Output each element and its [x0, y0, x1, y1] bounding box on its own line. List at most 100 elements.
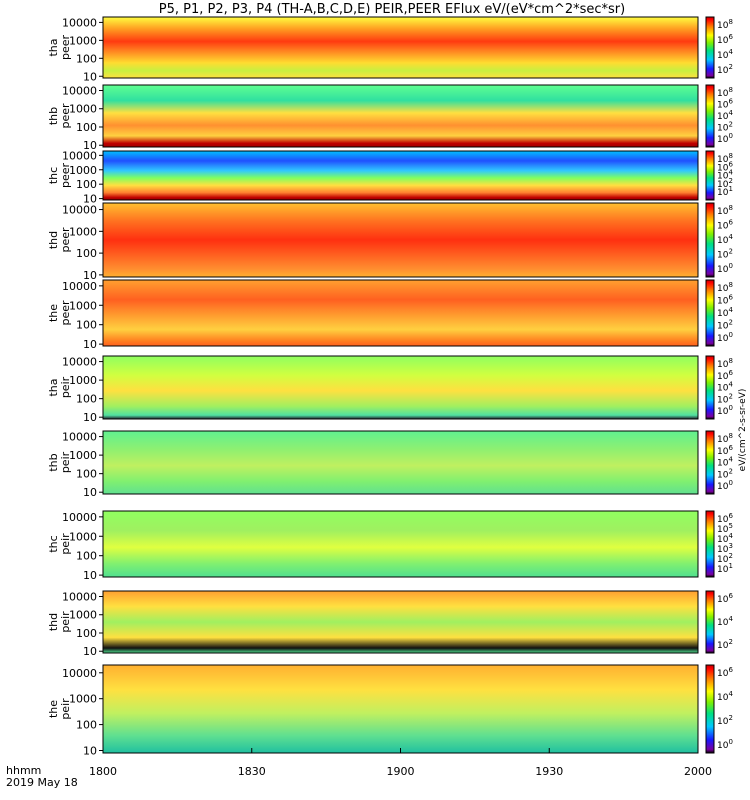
colorbar-tick-label: 106: [717, 666, 733, 679]
y-tick-label: 1000: [69, 374, 97, 387]
colorbar-thc-peir: [705, 510, 715, 578]
colorbar-tha-peir: [705, 355, 715, 420]
y-tick-label: 10000: [62, 149, 97, 162]
panel-label-tha-peer: thapeer: [47, 35, 72, 61]
colorbar-tick-label: 101: [717, 185, 733, 198]
colorbar-tick-label: 101: [717, 562, 733, 575]
colorbar-tick-label: 108: [717, 86, 733, 99]
colorbar-tick-label: 104: [717, 690, 733, 703]
panels-group: 10000100010010thapeer1081061041021000010…: [47, 16, 733, 757]
colorbar-tick-label: 106: [717, 369, 733, 382]
colorbar-tick-label: 106: [717, 98, 733, 111]
spectrogram-panel-tha-peir: [103, 356, 698, 419]
colorbar-tick-label: 102: [717, 177, 733, 190]
colorbar-tick-label: 100: [717, 331, 733, 344]
y-tick-label: 100: [76, 393, 97, 406]
y-tick-label: 100: [76, 468, 97, 481]
y-tick-label: 1000: [69, 299, 97, 312]
panel-frame: [102, 16, 699, 79]
colorbar-tick-label: 102: [717, 392, 733, 405]
colorbar-tick-label: 104: [717, 456, 733, 469]
y-tick-label: 10000: [62, 16, 97, 29]
y-tick-label: 100: [76, 627, 97, 640]
panel-label-thc-peir: thcpeir: [47, 533, 72, 555]
panel-frame: [102, 279, 699, 347]
y-tick-label: 100: [76, 719, 97, 732]
y-tick-label: 100: [76, 319, 97, 332]
spectrogram-panel-thc-peer: [103, 151, 698, 200]
colorbar-tick-label: 106: [717, 444, 733, 457]
colorbar-the-peer: [705, 279, 715, 347]
y-tick-label: 10: [83, 193, 97, 206]
y-tick-label: 1000: [69, 103, 97, 116]
colorbar-thb-peir: [705, 430, 715, 495]
colorbar-tick-label: 108: [717, 432, 733, 445]
colorbar-tick-label: 106: [717, 160, 733, 173]
y-tick-label: 10: [83, 269, 97, 282]
y-tick-label: 10000: [62, 356, 97, 369]
x-tick-label: 1830: [238, 765, 266, 778]
x-axis-label-date: 2019 May 18: [6, 776, 78, 789]
y-tick-label: 1000: [69, 609, 97, 622]
y-tick-label: 10: [83, 569, 97, 582]
panel-label-thc-peer: thcpeer: [47, 163, 72, 189]
panel-label-thb-peir: thbpeir: [47, 451, 72, 473]
spectrogram-panel-tha-peer: [103, 17, 698, 78]
panel-label-the-peir: thepeir: [47, 698, 72, 720]
colorbar-tick-label: 100: [717, 262, 733, 275]
y-tick-label: 10000: [62, 590, 97, 603]
colorbar-tick-label: 102: [717, 63, 733, 76]
y-tick-label: 1000: [69, 530, 97, 543]
panel-frame: [102, 430, 699, 495]
spectrogram-panel-the-peir: [103, 665, 698, 753]
y-tick-label: 10: [83, 338, 97, 351]
panel-frame: [102, 590, 699, 654]
y-tick-label: 1000: [69, 693, 97, 706]
panel-label-tha-peir: thapeir: [47, 376, 72, 398]
colorbar-tick-label: 100: [717, 404, 733, 417]
colorbar-tick-label: 105: [717, 522, 733, 535]
colorbar-tick-label: 102: [717, 467, 733, 480]
y-tick-label: 1000: [69, 164, 97, 177]
colorbar-tick-label: 102: [717, 714, 733, 727]
colorbar-tick-label: 104: [717, 306, 733, 319]
colorbar-tick-label: 104: [717, 233, 733, 246]
panel-frame: [102, 355, 699, 420]
colorbar-tick-label: 103: [717, 542, 733, 555]
colorbar-tick-label: 106: [717, 294, 733, 307]
panel-label-thd-peir: thdpeir: [47, 611, 72, 633]
colorbar-tick-label: 108: [717, 357, 733, 370]
colorbar-thd-peir: [705, 590, 715, 654]
colorbar-tick-label: 102: [717, 638, 733, 651]
y-tick-label: 100: [76, 247, 97, 260]
y-tick-label: 100: [76, 550, 97, 563]
colorbar-tick-label: 108: [717, 204, 733, 217]
spectrogram-panel-the-peer: [103, 280, 698, 346]
colorbar-tick-label: 106: [717, 512, 733, 525]
colorbar-tick-label: 100: [717, 479, 733, 492]
y-tick-label: 10000: [62, 667, 97, 680]
spectrogram-panel-thc-peir: [103, 511, 698, 577]
x-tick-label: 2000: [684, 765, 712, 778]
colorbar-tick-label: 100: [717, 738, 733, 751]
colorbar-tick-label: 104: [717, 109, 733, 122]
colorbar-tick-label: 108: [717, 281, 733, 294]
panel-frame: [102, 510, 699, 578]
colorbar-tick-label: 102: [717, 319, 733, 332]
y-tick-label: 10: [83, 645, 97, 658]
chart-title: P5, P1, P2, P3, P4 (TH-A,B,C,D,E) PEIR,P…: [159, 2, 625, 17]
panel-label-thb-peer: thbpeer: [47, 103, 72, 129]
colorbar-tick-label: 104: [717, 48, 733, 61]
colorbar-thb-peer: [705, 84, 715, 148]
y-tick-label: 10000: [62, 204, 97, 217]
y-tick-label: 10000: [62, 431, 97, 444]
spectrogram-panel-thd-peer: [103, 203, 698, 277]
panel-frame: [102, 150, 699, 201]
colorbar-tick-label: 100: [717, 132, 733, 145]
colorbar-tick-label: 102: [717, 248, 733, 261]
colorbar-tick-label: 102: [717, 121, 733, 134]
colorbar-unit-label: eV/(cm^2-s-sr-eV): [738, 389, 748, 472]
y-tick-label: 100: [76, 52, 97, 65]
y-tick-label: 10: [83, 486, 97, 499]
